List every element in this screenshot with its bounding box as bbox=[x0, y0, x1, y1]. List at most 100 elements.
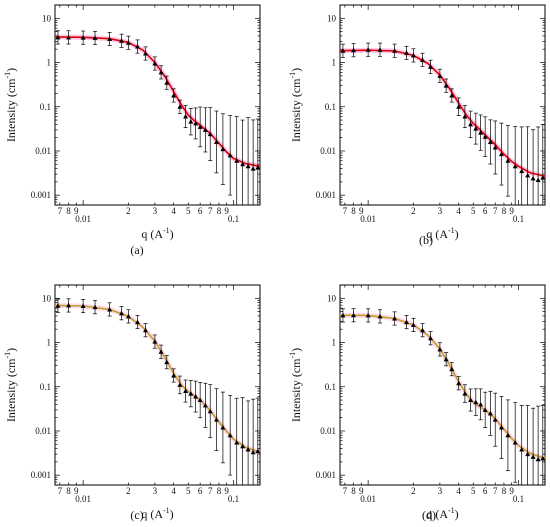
x-tick-label: 8 bbox=[217, 486, 222, 496]
data-point bbox=[443, 78, 449, 93]
data-point bbox=[207, 384, 213, 439]
data-point bbox=[365, 308, 371, 323]
x-tick-label: 0.1 bbox=[513, 494, 524, 504]
data-point bbox=[525, 126, 531, 205]
x-tick-label: 8 bbox=[217, 206, 222, 216]
data-point bbox=[171, 368, 177, 383]
x-tick-label: 6 bbox=[198, 486, 203, 496]
data-point bbox=[143, 323, 149, 338]
data-point bbox=[107, 302, 113, 317]
data-point bbox=[202, 107, 208, 153]
x-tick-label: 0.01 bbox=[75, 214, 91, 224]
data-point bbox=[66, 30, 72, 45]
x-tick-label: 2 bbox=[411, 206, 416, 216]
panel-label: (a) bbox=[130, 243, 143, 257]
x-tick-label: 9 bbox=[359, 206, 364, 216]
data-point bbox=[135, 315, 141, 330]
data-point bbox=[340, 308, 346, 323]
y-tick-label: 0.01 bbox=[320, 146, 336, 156]
data-point bbox=[351, 43, 357, 58]
x-tick-label: 9 bbox=[224, 206, 229, 216]
data-point bbox=[119, 306, 125, 321]
x-tick-label: 9 bbox=[359, 486, 364, 496]
x-tick-label: 9 bbox=[74, 206, 79, 216]
x-tick-label: 8 bbox=[66, 486, 71, 496]
x-tick-label: 7 bbox=[208, 206, 213, 216]
y-tick-label: 10 bbox=[327, 293, 337, 303]
data-point bbox=[220, 113, 226, 185]
data-point bbox=[519, 126, 525, 205]
data-point bbox=[443, 352, 449, 367]
data-point bbox=[119, 33, 125, 48]
data-point bbox=[245, 117, 251, 205]
data-point bbox=[188, 379, 194, 408]
x-tick-label: 0.01 bbox=[75, 494, 91, 504]
y-tick-label: 1 bbox=[332, 58, 337, 68]
fit-line bbox=[54, 36, 261, 168]
data-point bbox=[177, 375, 183, 395]
x-axis-label: q (A-1) bbox=[141, 506, 173, 521]
x-tick-label: 0.01 bbox=[360, 214, 376, 224]
data-point bbox=[487, 390, 493, 436]
x-axis-label: q (A-1) bbox=[141, 226, 173, 241]
x-tick-label: 8 bbox=[66, 206, 71, 216]
data-point bbox=[404, 45, 410, 60]
data-point bbox=[171, 88, 177, 103]
x-tick-label: 6 bbox=[198, 206, 203, 216]
data-point bbox=[245, 400, 251, 485]
y-tick-label: 0.001 bbox=[316, 470, 336, 480]
data-point bbox=[473, 388, 479, 416]
y-tick-label: 0.01 bbox=[35, 146, 51, 156]
data-point bbox=[487, 119, 493, 165]
data-point bbox=[152, 56, 158, 71]
x-tick-label: 2 bbox=[411, 486, 416, 496]
data-point bbox=[193, 380, 199, 413]
data-point bbox=[107, 32, 113, 47]
data-point bbox=[530, 407, 536, 485]
data-point bbox=[80, 30, 86, 45]
data-point bbox=[188, 108, 194, 136]
data-point bbox=[512, 126, 518, 205]
y-axis-label: Intensity (cm-1) bbox=[3, 68, 18, 142]
data-point bbox=[535, 126, 541, 205]
x-tick-label: 4 bbox=[456, 206, 461, 216]
data-point bbox=[213, 110, 219, 174]
plot-frame bbox=[54, 284, 261, 486]
data-point bbox=[456, 97, 462, 116]
x-tick-label: 3 bbox=[438, 206, 443, 216]
data-point bbox=[152, 334, 158, 349]
x-tick-label: 9 bbox=[509, 206, 514, 216]
data-point bbox=[540, 124, 546, 205]
x-tick-label: 4 bbox=[456, 486, 461, 496]
fit-line bbox=[339, 314, 546, 460]
x-tick-label: 7 bbox=[208, 486, 213, 496]
data-point bbox=[428, 331, 434, 346]
data-point bbox=[66, 298, 72, 313]
y-tick-label: 1 bbox=[47, 58, 52, 68]
data-point bbox=[92, 300, 98, 315]
data-point bbox=[227, 395, 233, 476]
plot-frame bbox=[54, 4, 261, 206]
x-tick-label: 3 bbox=[153, 206, 158, 216]
y-tick-label: 0.1 bbox=[325, 102, 336, 112]
data-point bbox=[449, 362, 455, 377]
x-tick-label: 7 bbox=[58, 206, 63, 216]
y-tick-label: 0.01 bbox=[35, 426, 51, 436]
data-point bbox=[177, 99, 183, 114]
x-tick-label: 5 bbox=[471, 486, 476, 496]
data-point bbox=[482, 116, 488, 157]
y-tick-label: 10 bbox=[42, 13, 52, 23]
y-tick-label: 0.001 bbox=[31, 190, 51, 200]
data-point bbox=[80, 299, 86, 313]
x-axis-label: q (A-1) bbox=[426, 226, 458, 241]
data-point bbox=[478, 388, 484, 421]
data-point bbox=[250, 398, 256, 485]
panel-label: (c) bbox=[130, 508, 143, 522]
data-point bbox=[492, 392, 498, 447]
x-tick-label: 6 bbox=[483, 486, 488, 496]
data-point bbox=[92, 30, 98, 45]
x-tick-label: 5 bbox=[186, 206, 191, 216]
data-point bbox=[535, 405, 541, 485]
